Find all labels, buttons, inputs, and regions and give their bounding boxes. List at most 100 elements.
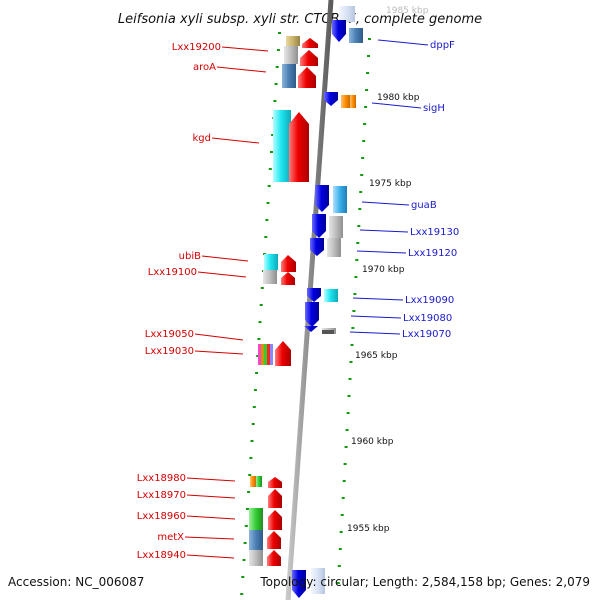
gene-block-orange[interactable] — [250, 476, 256, 487]
forward-gene-arrow[interactable] — [267, 531, 281, 549]
ruler-dot — [354, 276, 358, 278]
ruler-dot — [241, 576, 245, 578]
forward-gene-arrow[interactable] — [298, 67, 316, 88]
gene-label-Lxx18940[interactable]: Lxx18940 — [137, 550, 186, 561]
ruler-dot — [265, 219, 269, 221]
ruler-dot — [257, 338, 261, 340]
ruler-dot — [365, 89, 369, 91]
gene-block-sigH[interactable] — [341, 95, 350, 108]
ruler-dot — [245, 508, 249, 510]
gene-block-ubiB[interactable] — [264, 254, 278, 270]
genome-backbone — [285, 0, 334, 600]
gene-block-steel-2[interactable] — [249, 530, 263, 550]
ruler-dot — [266, 202, 270, 204]
outer-ruler-dots — [336, 38, 371, 584]
ruler-dot — [350, 344, 354, 346]
gene-label-metX[interactable]: metX — [157, 532, 184, 543]
ruler-dot — [250, 440, 254, 442]
forward-gene-arrow[interactable] — [302, 38, 318, 48]
reverse-gene-arrow[interactable] — [315, 185, 329, 212]
ruler-dot — [242, 559, 246, 561]
gene-block-Lxx19090[interactable] — [324, 289, 338, 302]
gene-block-steel[interactable] — [282, 64, 296, 88]
gene-block-tan[interactable] — [286, 36, 300, 46]
reverse-gene-arrow[interactable] — [305, 302, 319, 327]
ruler-dot — [276, 49, 280, 51]
ruler-dot — [338, 548, 342, 550]
gene-label-Lxx18980[interactable]: Lxx18980 — [137, 473, 186, 484]
ruler-dot — [274, 83, 278, 85]
ruler-dot — [240, 593, 244, 595]
gene-block-Lxx19070-dark[interactable] — [322, 330, 334, 334]
reverse-gene-arrow[interactable] — [332, 20, 346, 42]
gene-label-Lxx18970[interactable]: Lxx18970 — [137, 490, 186, 501]
ruler-dot — [347, 395, 351, 397]
forward-gene-arrow[interactable] — [275, 341, 291, 366]
forward-gene-arrow[interactable] — [268, 477, 282, 488]
gene-label-guaB[interactable]: guaB — [411, 200, 437, 211]
forward-gene-arrow[interactable] — [300, 50, 318, 66]
map-title: Leifsonia xyli subsp. xyli str. CTCB07, … — [118, 12, 482, 27]
forward-gene-arrow[interactable] — [268, 489, 282, 508]
gene-label-Lxx19070[interactable]: Lxx19070 — [402, 329, 451, 340]
gene-label-Lxx18960[interactable]: Lxx18960 — [137, 511, 186, 522]
gene-label-ubiB[interactable]: ubiB — [179, 251, 201, 262]
reverse-gene-arrow[interactable] — [312, 214, 326, 238]
accession-text: Accession: NC_006087 — [8, 575, 144, 589]
ruler-dot — [357, 225, 361, 227]
reverse-gene-arrow[interactable] — [310, 238, 324, 256]
gene-block-top-pale[interactable] — [339, 6, 355, 22]
gene-label-sigH[interactable]: sigH — [423, 103, 445, 114]
gene-label-dppF[interactable]: dppF — [430, 40, 455, 51]
gene-label-Lxx19050[interactable]: Lxx19050 — [145, 329, 194, 340]
scale-labels: 1985 kbp 1980 kbp 1975 kbp 1970 kbp 1965… — [347, 6, 429, 534]
ruler-dot — [268, 168, 272, 170]
reverse-gene-arrow[interactable] — [304, 326, 318, 332]
ruler-dot — [248, 474, 252, 476]
gene-label-Lxx19130[interactable]: Lxx19130 — [410, 227, 459, 238]
ruler-dot — [256, 355, 260, 357]
reverse-gene-arrow[interactable] — [307, 288, 321, 302]
ruler-dot — [368, 38, 371, 40]
gene-label-Lxx19090[interactable]: Lxx19090 — [405, 295, 454, 306]
gene-block-grey-3[interactable] — [249, 550, 263, 566]
right-gene-labels: dppF sigH guaB Lxx19130 Lxx19120 Lxx1909… — [349, 39, 459, 340]
gene-block-dppF[interactable] — [349, 28, 363, 43]
ruler-dot — [352, 310, 356, 312]
ruler-dot — [253, 389, 257, 391]
reverse-gene-arrow[interactable] — [292, 570, 306, 598]
gene-block-Lxx19130[interactable] — [329, 216, 343, 238]
ruler-dot — [358, 208, 362, 210]
gene-block-green-small[interactable] — [256, 476, 262, 487]
gene-label-kgd[interactable]: kgd — [193, 133, 212, 144]
ruler-dot — [249, 457, 253, 459]
gene-label-Lxx19200[interactable]: Lxx19200 — [172, 42, 221, 53]
gene-label-Lxx19030[interactable]: Lxx19030 — [145, 346, 194, 357]
ruler-dot — [363, 123, 367, 125]
gene-block-kgd[interactable] — [273, 110, 291, 182]
gene-block-guaB[interactable] — [333, 186, 347, 213]
gene-label-Lxx19120[interactable]: Lxx19120 — [408, 248, 457, 259]
gene-block-bottom-pale[interactable] — [311, 568, 325, 594]
inner-gene-blocks — [249, 36, 300, 566]
forward-gene-arrow[interactable] — [267, 550, 281, 566]
forward-gene-arrow[interactable] — [281, 272, 295, 285]
ruler-dot — [341, 497, 345, 499]
ruler-dot — [259, 304, 263, 306]
forward-gene-arrow-kgd[interactable] — [289, 112, 309, 182]
ruler-dot — [364, 106, 368, 108]
gene-block-grey[interactable] — [284, 46, 298, 64]
gene-label-Lxx19100[interactable]: Lxx19100 — [148, 267, 197, 278]
gene-block-sigH-2[interactable] — [350, 95, 356, 108]
gene-block-grey-2[interactable] — [263, 270, 277, 284]
ruler-dot — [340, 514, 344, 516]
gene-label-Lxx19080[interactable]: Lxx19080 — [403, 313, 452, 324]
gene-label-aroA[interactable]: aroA — [193, 62, 216, 73]
gene-block-multicolor[interactable] — [258, 344, 273, 365]
ruler-dot — [337, 565, 341, 567]
forward-gene-arrow[interactable] — [281, 255, 296, 272]
gene-block-green[interactable] — [249, 508, 263, 530]
gene-block-Lxx19120[interactable] — [327, 238, 341, 257]
reverse-gene-arrow[interactable] — [324, 92, 338, 106]
forward-gene-arrow[interactable] — [268, 510, 282, 530]
